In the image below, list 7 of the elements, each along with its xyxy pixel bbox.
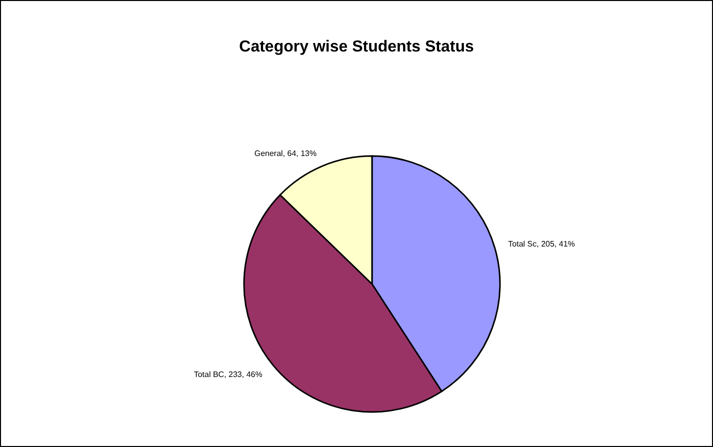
slice-label: General [254, 148, 284, 158]
data-label: , 64, 13% [282, 148, 317, 158]
data-label: , 205, 41% [536, 239, 575, 248]
slice-label: Total BC [194, 370, 224, 379]
data-label: , 233, 46% [224, 370, 262, 379]
chart-title: Category wise Students Status [239, 38, 474, 56]
slice-label: Total Sc [508, 239, 537, 248]
